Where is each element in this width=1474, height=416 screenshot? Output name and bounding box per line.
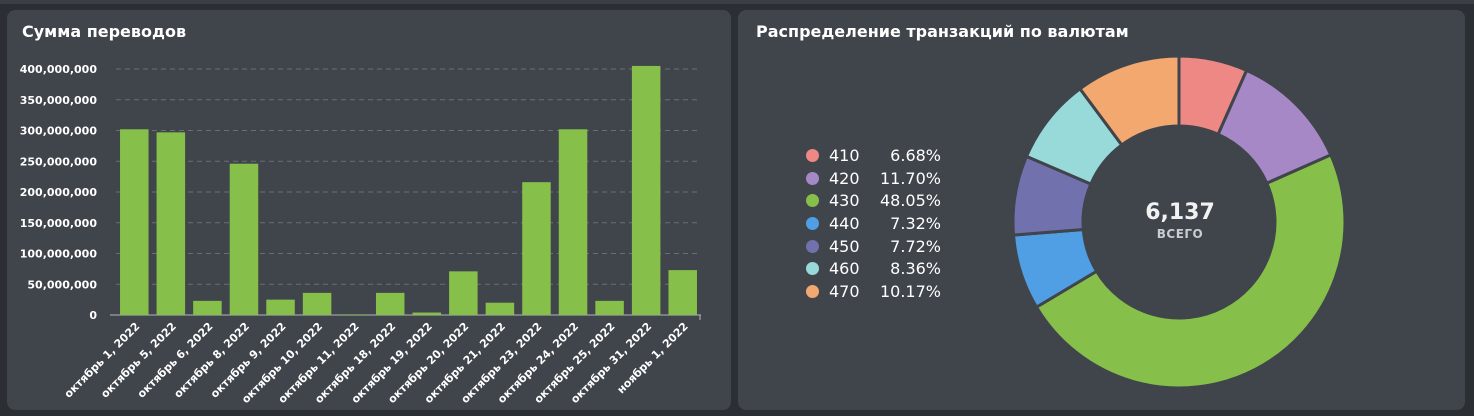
legend-percent: 11.70%: [879, 168, 941, 188]
bar[interactable]: [156, 132, 186, 315]
bar[interactable]: [595, 300, 624, 315]
legend-percent: 6.68%: [890, 145, 941, 165]
donut-chart: [1011, 54, 1347, 390]
y-tick-label: 150,000,000: [20, 217, 98, 230]
y-tick-label: 350,000,000: [20, 94, 98, 107]
donut-slice[interactable]: [1034, 152, 1347, 390]
donut-total: 6,137: [1145, 200, 1215, 225]
donut-chart-card: Распределение транзакций по валютам 410 6…: [738, 10, 1465, 410]
bar[interactable]: [522, 182, 551, 315]
legend-label: 430: [829, 191, 860, 211]
y-tick-label: 100,000,000: [20, 248, 98, 261]
y-tick-label: 200,000,000: [20, 186, 98, 199]
legend-dot: [806, 216, 819, 230]
legend-item[interactable]: 440 7.32%: [806, 212, 941, 235]
bar-chart-title: Сумма переводов: [22, 22, 187, 41]
bar[interactable]: [302, 292, 332, 315]
legend-label: 440: [829, 213, 860, 233]
legend-label: 450: [829, 236, 860, 256]
legend-dot: [806, 148, 819, 162]
bar[interactable]: [266, 299, 295, 315]
legend-percent: 10.17%: [879, 281, 941, 301]
top-strip: [0, 0, 1474, 4]
bar[interactable]: [631, 65, 661, 315]
bar[interactable]: [120, 129, 149, 315]
y-tick-label: 300,000,000: [20, 125, 98, 138]
legend-percent: 48.05%: [879, 191, 941, 211]
bar[interactable]: [229, 163, 259, 315]
bar[interactable]: [375, 292, 405, 315]
bar-chart: 0 50,000,000 100,000,000 150,000,000 200,000…: [20, 63, 701, 406]
legend-item[interactable]: 430 48.05%: [806, 189, 941, 212]
legend-dot: [806, 262, 819, 276]
donut-total-label: ВСЕГО: [1156, 227, 1204, 241]
legend-label: 420: [829, 168, 860, 188]
legend-item[interactable]: 470 10.17%: [806, 280, 941, 303]
bar-chart-card: Сумма переводов 0 50,000,000 100,000,000 15…: [7, 10, 731, 410]
bar[interactable]: [668, 270, 697, 315]
legend-item[interactable]: 420 11.70%: [806, 167, 941, 190]
bar[interactable]: [412, 312, 442, 315]
legend-item[interactable]: 460 8.36%: [806, 257, 941, 280]
y-tick-label: 400,000,000: [20, 63, 98, 76]
legend-label: 460: [829, 259, 860, 279]
legend-dot: [806, 284, 819, 298]
legend-percent: 8.36%: [890, 259, 941, 279]
bar[interactable]: [558, 129, 588, 315]
x-tick-label: ноябрь 1, 2022: [615, 320, 691, 396]
bar[interactable]: [485, 302, 515, 315]
y-tick-label: 250,000,000: [20, 155, 98, 168]
donut-chart-title: Распределение транзакций по валютам: [756, 22, 1129, 41]
legend-percent: 7.32%: [890, 213, 941, 233]
bar[interactable]: [339, 314, 368, 315]
donut-slice[interactable]: [1077, 54, 1181, 148]
legend-dot: [806, 194, 819, 208]
y-tick-label: 0: [89, 309, 97, 322]
donut-legend: 410 6.68% 420 11.70% 430 48.05% 440 7.32% 450 7.7…: [806, 144, 941, 303]
bar[interactable]: [193, 300, 222, 315]
legend-label: 470: [829, 281, 860, 301]
legend-label: 410: [829, 145, 860, 165]
y-tick-label: 50,000,000: [27, 278, 97, 291]
donut-center: 6,137 ВСЕГО: [1105, 200, 1255, 242]
legend-dot: [806, 171, 819, 185]
legend-item[interactable]: 450 7.72%: [806, 235, 941, 258]
bar[interactable]: [449, 271, 478, 315]
legend-percent: 7.72%: [890, 236, 941, 256]
legend-dot: [806, 239, 819, 253]
legend-item[interactable]: 410 6.68%: [806, 144, 941, 167]
